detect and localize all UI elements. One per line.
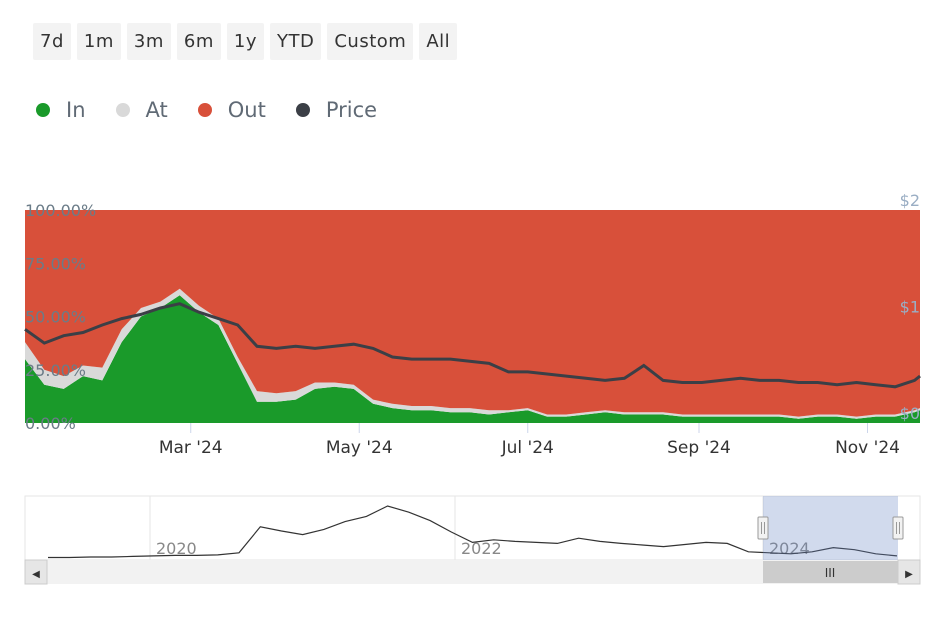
- y-axis-left-tick: 100.00%: [25, 201, 96, 220]
- legend: In At Out Price: [36, 98, 377, 122]
- range-button-all[interactable]: All: [419, 23, 458, 60]
- scrollbar-grip-icon: III: [825, 566, 836, 580]
- navigator-right-handle[interactable]: [892, 516, 904, 540]
- range-button-3m[interactable]: 3m: [126, 23, 171, 60]
- y-axis-right-tick: $1: [900, 298, 920, 317]
- legend-dot-icon: [295, 103, 310, 117]
- area-series-in: [25, 295, 920, 423]
- navigator-frame: [24, 495, 921, 561]
- y-axis-left-tick: 0.00%: [25, 414, 76, 433]
- range-button-1y[interactable]: 1y: [226, 23, 264, 60]
- x-axis-tick: Nov '24: [835, 438, 900, 458]
- y-axis-right-tick: $2: [900, 191, 920, 210]
- line-series-price: [24, 302, 921, 389]
- legend-label: In: [66, 98, 86, 122]
- y-axis-left-tick: 50.00%: [25, 308, 86, 327]
- legend-dot-icon: [36, 103, 50, 117]
- y-axis-right-tick: $0: [900, 404, 920, 423]
- range-button-6m[interactable]: 6m: [176, 23, 221, 60]
- range-selector: 7d 1m 3m 6m 1y YTD Custom All: [33, 23, 458, 60]
- legend-item-price[interactable]: Price: [295, 98, 378, 122]
- main-chart: 0.00% 25.00% 50.00% 75.00% 100.00% $2 $1 $0 Mar …: [24, 191, 921, 458]
- legend-dot-icon: [197, 103, 212, 117]
- navigator-left-handle[interactable]: [757, 516, 769, 540]
- scrollbar-thumb[interactable]: [763, 561, 898, 583]
- y-axis-left-tick: 25.00%: [25, 361, 86, 380]
- legend-item-in[interactable]: In: [36, 98, 86, 122]
- y-axis-left-tick: 75.00%: [25, 254, 86, 273]
- x-axis-tick: Jul '24: [501, 438, 554, 458]
- navigator-price-line: [48, 505, 898, 559]
- x-axis-tick: Sep '24: [667, 438, 731, 458]
- range-button-custom[interactable]: Custom: [327, 23, 414, 60]
- navigator-selection[interactable]: [763, 496, 898, 560]
- scroll-right-arrow-icon: ▶: [905, 569, 913, 580]
- legend-label: Price: [325, 98, 378, 122]
- legend-item-at[interactable]: At: [115, 98, 168, 122]
- range-button-ytd[interactable]: YTD: [270, 23, 322, 60]
- navigator-tick: 2020: [156, 539, 197, 558]
- navigator-tick: 2022: [461, 539, 502, 558]
- navigator: 202020222024◀▶III: [24, 495, 921, 585]
- range-button-7d[interactable]: 7d: [33, 23, 71, 60]
- legend-label: At: [145, 98, 168, 122]
- area-series-out: [25, 210, 920, 417]
- legend-label: Out: [227, 98, 266, 122]
- legend-dot-icon: [115, 103, 130, 117]
- scrollbar-left-button[interactable]: [24, 559, 48, 585]
- x-axis-tick: Mar '24: [159, 438, 223, 458]
- scroll-left-arrow-icon: ◀: [32, 569, 40, 580]
- range-button-1m[interactable]: 1m: [76, 23, 121, 60]
- legend-item-out[interactable]: Out: [197, 98, 266, 122]
- x-axis-tick: May '24: [326, 438, 393, 458]
